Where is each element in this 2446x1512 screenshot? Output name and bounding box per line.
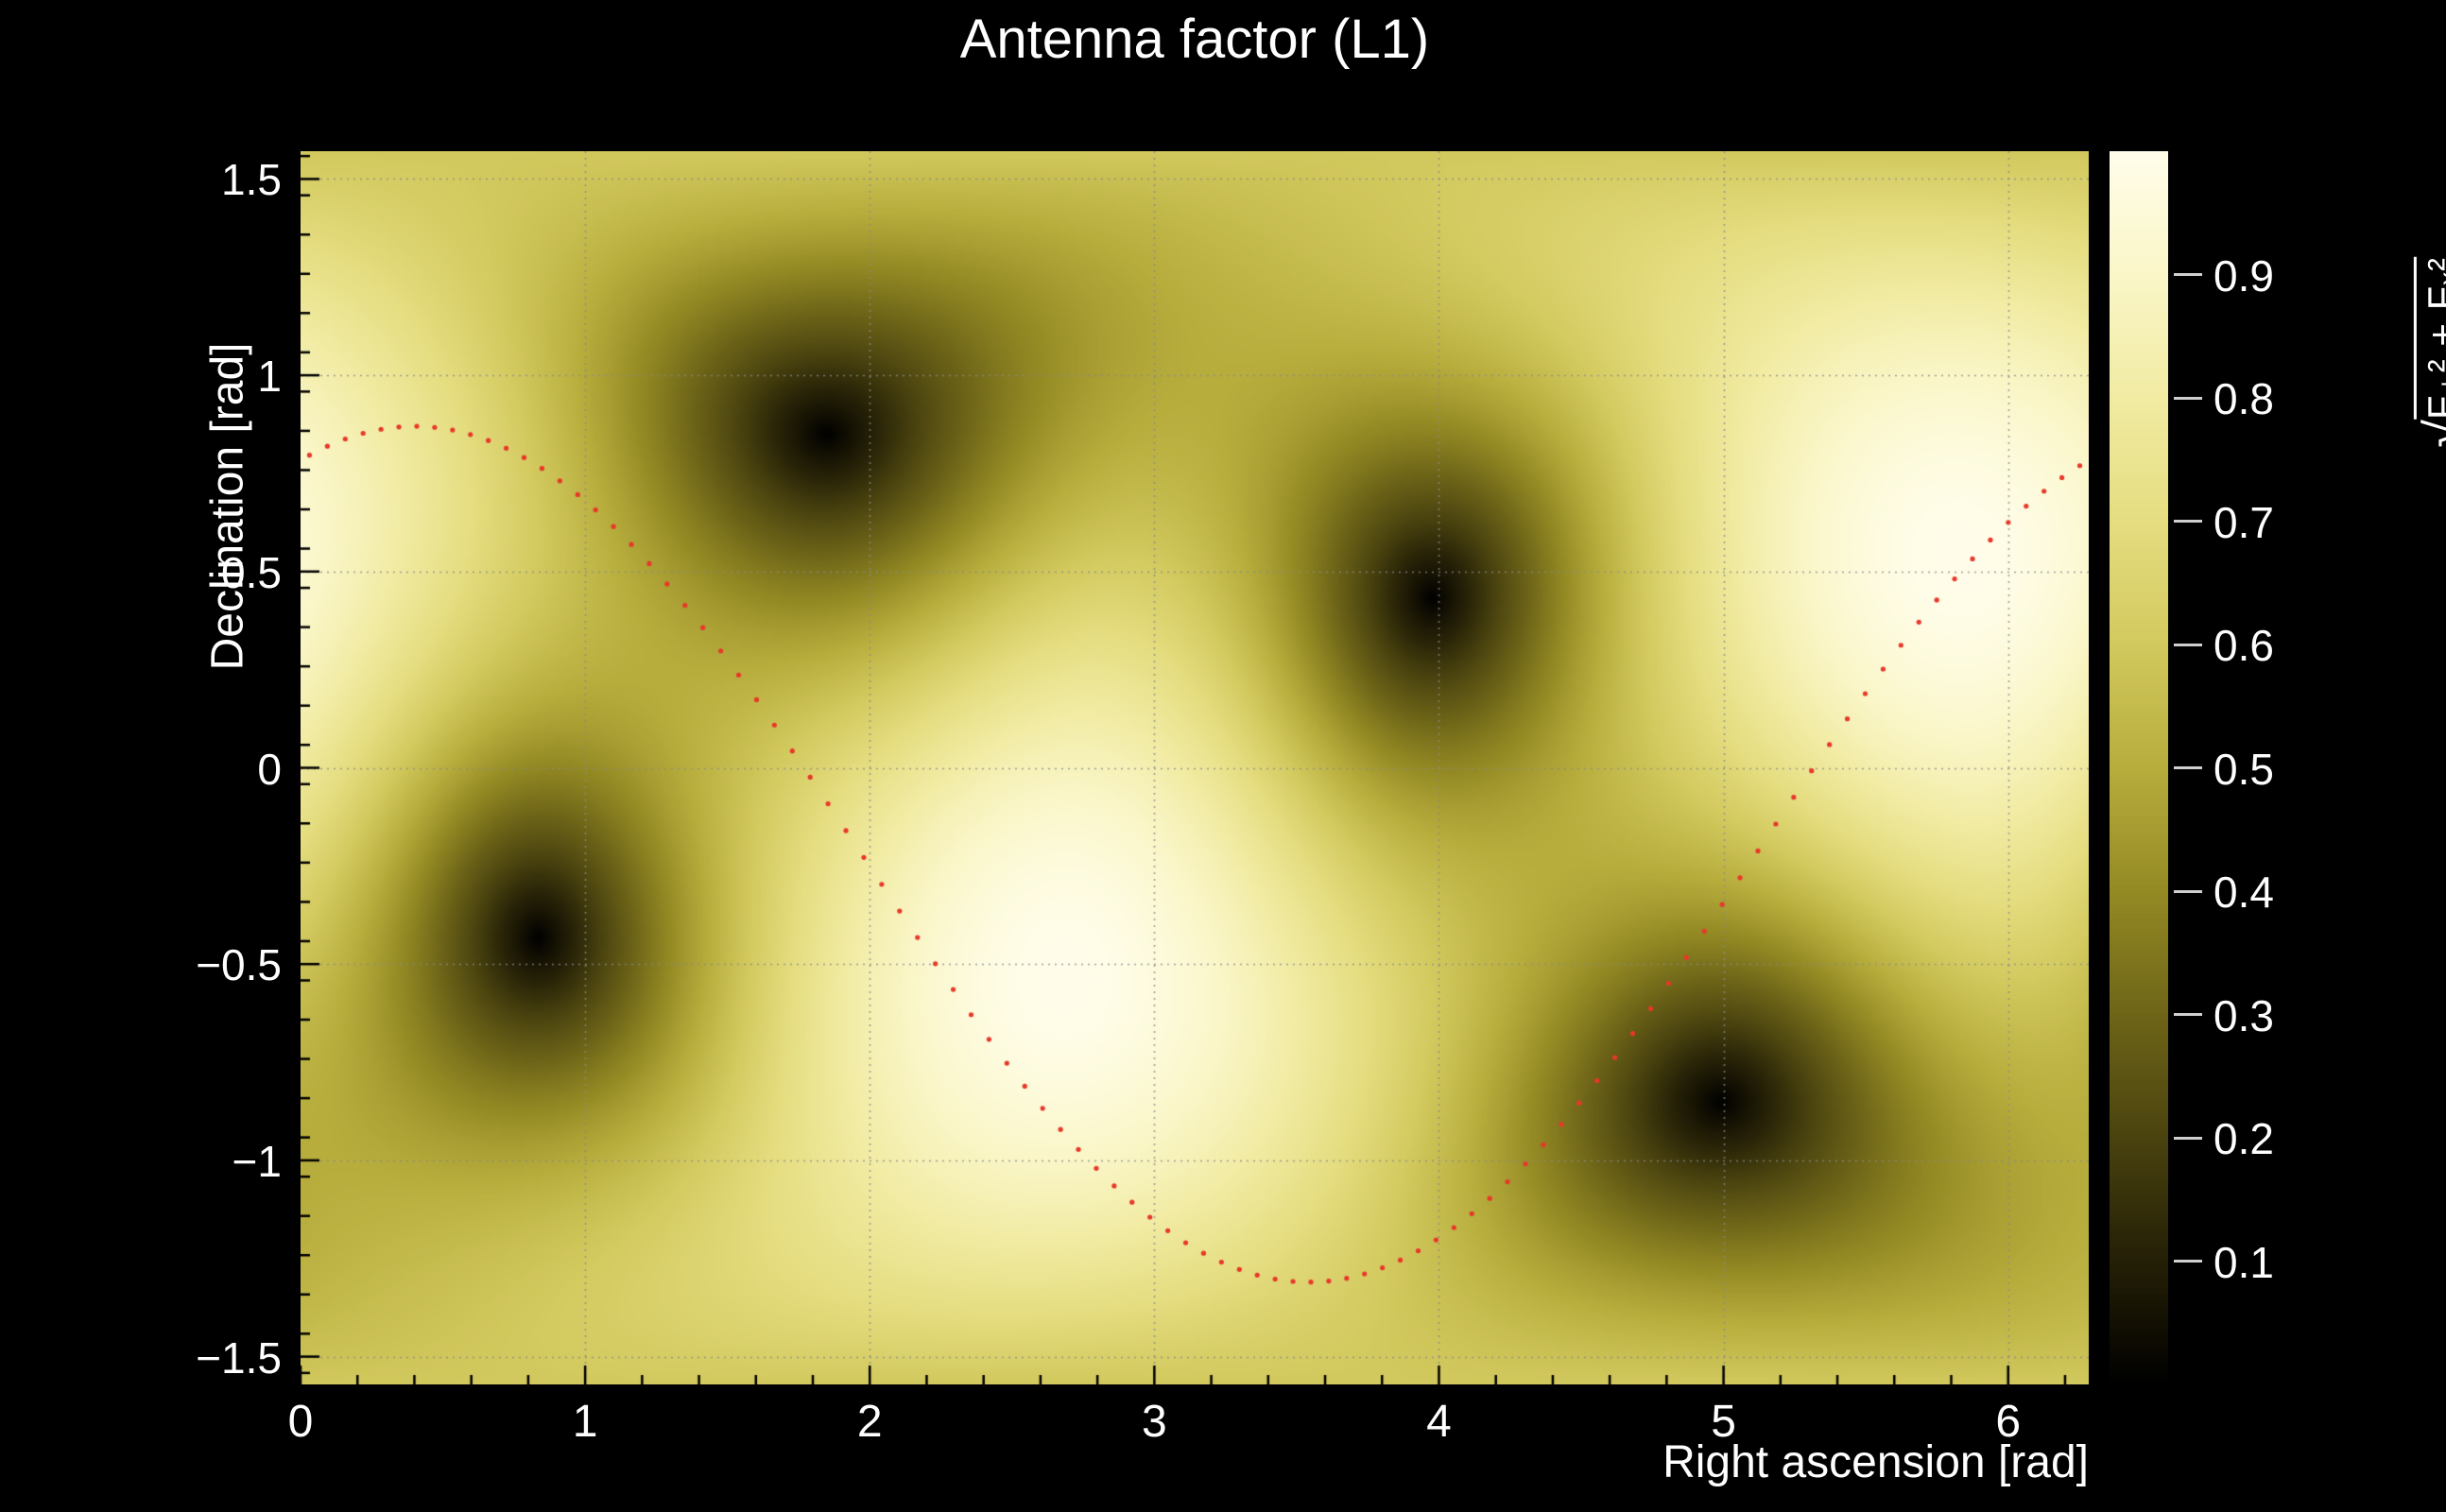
colorbar-gradient — [2110, 151, 2168, 1384]
chart-title: Antenna factor (L1) — [959, 9, 1430, 70]
colorbar-tickmark-0.6 — [2174, 643, 2202, 646]
colorbar-tick-label-0.1: 0.1 — [2213, 1237, 2274, 1287]
colorbar-tickmark-0.9 — [2174, 273, 2202, 276]
colorbar-tickmark-0.2 — [2174, 1136, 2202, 1140]
y-tick-label-−0.5: −0.5 — [196, 940, 282, 990]
colorbar-tick-label-0.9: 0.9 — [2213, 250, 2274, 301]
colorbar-tick-label-0.5: 0.5 — [2213, 744, 2274, 794]
y-tick-label-1: 1 — [257, 352, 282, 402]
colorbar-tickmark-0.1 — [2174, 1260, 2202, 1263]
colorbar-tickmark-0.8 — [2174, 396, 2202, 400]
x-axis-title: Right ascension [rad] — [1662, 1437, 2089, 1487]
colorbar-tick-label-0.3: 0.3 — [2213, 990, 2274, 1040]
colorbar-title: √F₊² + Fₓ² — [2413, 257, 2446, 448]
antenna-heatmap-canvas — [301, 151, 2089, 1384]
y-tick-label-−1.5: −1.5 — [196, 1332, 282, 1383]
colorbar-tick-label-0.4: 0.4 — [2213, 868, 2274, 917]
colorbar-tickmark-0.5 — [2174, 766, 2202, 769]
colorbar-tick-label-0.2: 0.2 — [2213, 1114, 2274, 1163]
x-tick-label-1: 1 — [572, 1397, 598, 1447]
y-tick-label-0: 0 — [257, 744, 282, 794]
colorbar-tickmark-0.4 — [2174, 889, 2202, 893]
colorbar-tick-label-0.8: 0.8 — [2213, 374, 2274, 423]
x-tick-label-6: 6 — [1995, 1397, 2022, 1447]
colorbar-tick-label-0.6: 0.6 — [2213, 621, 2274, 670]
y-tick-label-1.5: 1.5 — [221, 155, 282, 205]
x-tick-label-5: 5 — [1711, 1397, 1736, 1447]
x-tick-label-0: 0 — [287, 1397, 314, 1447]
colorbar-tickmark-0.3 — [2174, 1013, 2202, 1016]
colorbar-tickmark-0.7 — [2174, 520, 2202, 523]
radicand-text: F₊² + Fₓ² — [2413, 257, 2446, 421]
y-tick-label-0.5: 0.5 — [221, 547, 282, 597]
colorbar-tick-label-0.7: 0.7 — [2213, 497, 2274, 547]
y-tick-label-−1: −1 — [232, 1136, 282, 1186]
x-tick-label-4: 4 — [1426, 1397, 1452, 1447]
y-axis-title: Declination [rad] — [202, 342, 253, 671]
x-tick-label-3: 3 — [1142, 1397, 1167, 1447]
radical-sign: √ — [2416, 420, 2446, 448]
x-tick-label-2: 2 — [856, 1397, 883, 1447]
